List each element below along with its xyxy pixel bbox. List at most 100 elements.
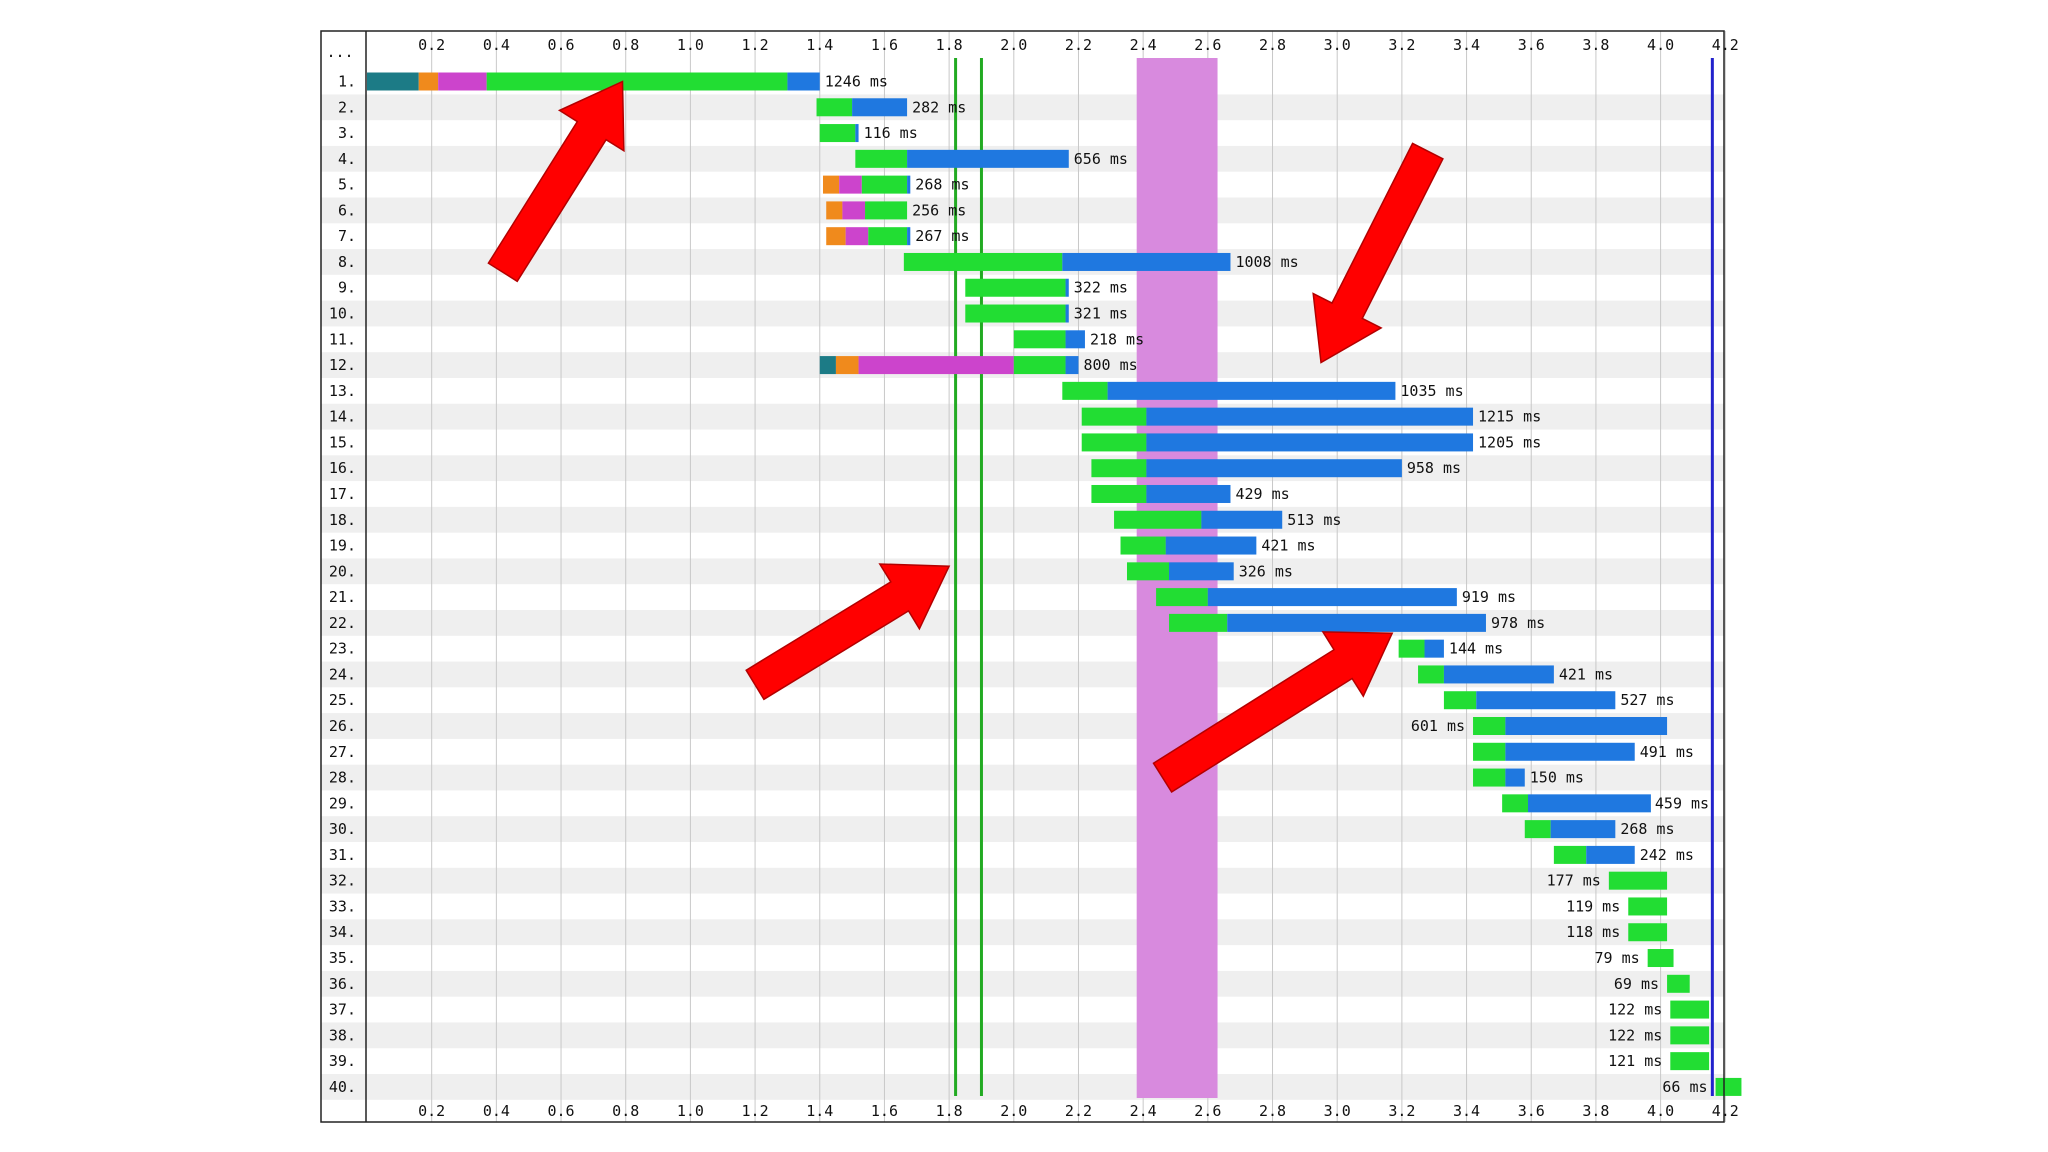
bar-download[interactable] bbox=[1586, 845, 1635, 864]
top-tick-label: 3.6 bbox=[1518, 36, 1545, 54]
row-label: 27. bbox=[329, 743, 356, 761]
bar-ttfb[interactable] bbox=[816, 98, 853, 117]
bar-download[interactable] bbox=[1169, 562, 1234, 581]
bar-download[interactable] bbox=[1107, 381, 1396, 400]
bottom-tick-label: 0.6 bbox=[547, 1102, 574, 1120]
bar-connect[interactable] bbox=[826, 227, 846, 246]
bar-ttfb[interactable] bbox=[1670, 1026, 1710, 1045]
bar-ttfb[interactable] bbox=[1670, 1000, 1710, 1019]
bar-download[interactable] bbox=[1062, 252, 1231, 271]
bar-dns[interactable] bbox=[367, 72, 419, 91]
bar-ttfb[interactable] bbox=[819, 124, 856, 143]
bar-download[interactable] bbox=[1146, 484, 1231, 503]
bar-download[interactable] bbox=[1165, 536, 1257, 555]
bar-ttfb[interactable] bbox=[1013, 356, 1066, 375]
bar-download[interactable] bbox=[1443, 665, 1554, 684]
bar-ttfb[interactable] bbox=[1553, 845, 1587, 864]
bar-ttfb[interactable] bbox=[855, 149, 908, 168]
bar-download[interactable] bbox=[1146, 433, 1474, 452]
row-stripe bbox=[321, 970, 1724, 997]
bar-ttfb[interactable] bbox=[1670, 1052, 1710, 1071]
bar-ttfb[interactable] bbox=[1443, 691, 1477, 710]
bar-ttfb[interactable] bbox=[1647, 949, 1674, 968]
top-tick-label: 0.2 bbox=[418, 36, 445, 54]
bar-ttfb[interactable] bbox=[1628, 897, 1668, 916]
bar-ttfb[interactable] bbox=[1502, 794, 1529, 813]
bar-connect[interactable] bbox=[835, 356, 859, 375]
bar-time-label: 919 ms bbox=[1462, 588, 1516, 606]
bar-ttfb[interactable] bbox=[1398, 639, 1425, 658]
bottom-tick-label: 2.6 bbox=[1194, 1102, 1221, 1120]
bar-ttfb[interactable] bbox=[1126, 562, 1170, 581]
bar-download[interactable] bbox=[855, 124, 859, 143]
bar-ttfb[interactable] bbox=[1524, 820, 1551, 839]
bar-ttfb[interactable] bbox=[1715, 1077, 1742, 1096]
bar-ttfb[interactable] bbox=[965, 304, 1066, 323]
bar-download[interactable] bbox=[907, 175, 911, 194]
bar-ttfb[interactable] bbox=[1062, 381, 1108, 400]
bar-time-label: 978 ms bbox=[1491, 614, 1545, 632]
bar-dns[interactable] bbox=[819, 356, 836, 375]
bar-ttfb[interactable] bbox=[1114, 510, 1202, 529]
row-stripe bbox=[321, 1074, 1724, 1100]
bar-ttfb[interactable] bbox=[865, 201, 908, 220]
bar-ssl[interactable] bbox=[438, 72, 487, 91]
bar-connect[interactable] bbox=[822, 175, 840, 194]
bar-ttfb[interactable] bbox=[1081, 433, 1147, 452]
row-stripe bbox=[321, 506, 1724, 533]
bar-ttfb[interactable] bbox=[1473, 742, 1506, 761]
row-label: 12. bbox=[329, 356, 356, 374]
bar-ttfb[interactable] bbox=[1667, 974, 1690, 993]
bar-ttfb[interactable] bbox=[1081, 407, 1147, 426]
bar-download[interactable] bbox=[1065, 356, 1079, 375]
bar-download[interactable] bbox=[1065, 278, 1069, 297]
bar-ttfb[interactable] bbox=[1608, 871, 1668, 890]
bar-ttfb[interactable] bbox=[1091, 484, 1147, 503]
bar-download[interactable] bbox=[1201, 510, 1283, 529]
bar-ttfb[interactable] bbox=[868, 227, 908, 246]
bar-download[interactable] bbox=[1505, 717, 1668, 735]
bar-ttfb[interactable] bbox=[1473, 717, 1506, 735]
bar-ttfb[interactable] bbox=[1091, 459, 1147, 478]
bar-download[interactable] bbox=[852, 98, 908, 117]
bar-ssl[interactable] bbox=[858, 356, 1014, 375]
row-label: 2. bbox=[338, 98, 356, 116]
bar-ttfb[interactable] bbox=[1169, 613, 1228, 632]
bar-download[interactable] bbox=[1065, 304, 1069, 323]
bottom-tick-label: 1.4 bbox=[806, 1102, 833, 1120]
bar-download[interactable] bbox=[1550, 820, 1616, 839]
bar-ttfb[interactable] bbox=[1628, 923, 1668, 942]
bar-ttfb[interactable] bbox=[1156, 588, 1208, 607]
bar-download[interactable] bbox=[787, 72, 820, 91]
bar-download[interactable] bbox=[907, 227, 911, 246]
bar-ssl[interactable] bbox=[842, 201, 866, 220]
bar-ttfb[interactable] bbox=[1473, 768, 1506, 787]
bar-download[interactable] bbox=[1528, 794, 1651, 813]
bar-download[interactable] bbox=[1146, 459, 1402, 478]
bar-download[interactable] bbox=[1146, 407, 1474, 426]
bar-ssl[interactable] bbox=[839, 175, 862, 194]
bar-download[interactable] bbox=[1476, 691, 1616, 710]
bar-ttfb[interactable] bbox=[1120, 536, 1166, 555]
bar-ttfb[interactable] bbox=[1013, 330, 1066, 349]
bar-time-label: 150 ms bbox=[1530, 769, 1584, 787]
row-label: 25. bbox=[329, 691, 356, 709]
bar-ttfb[interactable] bbox=[1418, 665, 1444, 684]
bar-ssl[interactable] bbox=[845, 227, 869, 246]
bar-download[interactable] bbox=[1424, 639, 1444, 658]
bar-download[interactable] bbox=[1065, 330, 1085, 349]
bar-ttfb[interactable] bbox=[861, 175, 908, 194]
bar-ttfb[interactable] bbox=[965, 278, 1066, 297]
bar-download[interactable] bbox=[907, 149, 1069, 168]
row-stripe bbox=[321, 94, 1724, 121]
bar-time-label: 322 ms bbox=[1074, 279, 1128, 297]
bar-download[interactable] bbox=[1207, 588, 1457, 607]
bar-download[interactable] bbox=[1505, 742, 1635, 761]
bar-download[interactable] bbox=[1227, 613, 1486, 632]
bar-download[interactable] bbox=[1505, 768, 1525, 787]
bar-ttfb[interactable] bbox=[486, 72, 788, 91]
bar-connect[interactable] bbox=[418, 72, 439, 91]
bar-ttfb[interactable] bbox=[903, 252, 1063, 271]
bar-time-label: 69 ms bbox=[1614, 975, 1659, 993]
bar-connect[interactable] bbox=[826, 201, 843, 220]
